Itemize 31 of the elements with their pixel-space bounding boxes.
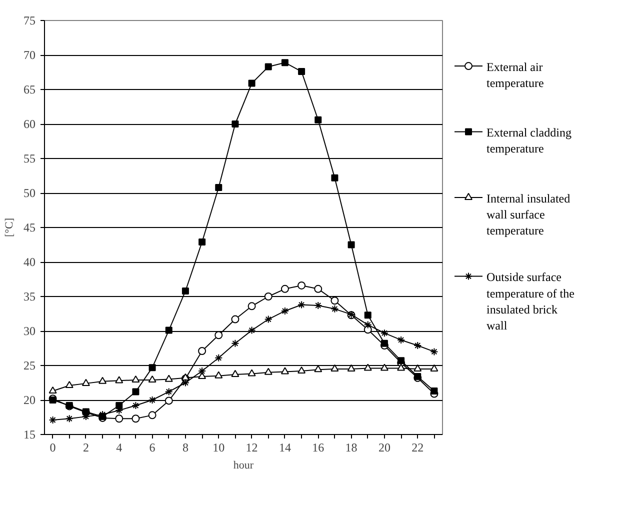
y-tick-label: 15: [24, 428, 36, 442]
x-tick-label: 22: [412, 440, 424, 454]
y-tick-label: 50: [24, 186, 36, 200]
x-tick-label: 18: [345, 440, 358, 454]
y-tick-label: 25: [24, 358, 36, 372]
y-tick-label: 20: [24, 393, 36, 407]
y-tick-label: 55: [24, 152, 36, 166]
y-tick-label: 30: [24, 324, 36, 338]
y-tick-label: 75: [24, 14, 36, 28]
legend-label: External cladding temperature: [486, 126, 572, 156]
y-tick-label: 60: [24, 117, 36, 131]
x-tick-label: 8: [182, 440, 188, 454]
y-axis-title: [°C]: [4, 218, 16, 238]
y-tick-label: 45: [24, 220, 36, 234]
x-tick-label: 6: [149, 440, 156, 454]
legend-label: Internal insulated wall surface temperature: [486, 191, 570, 238]
y-tick-label: 65: [24, 82, 36, 96]
y-tick-label: 70: [24, 48, 36, 62]
y-tick-label: 40: [24, 255, 36, 269]
x-tick-label: 16: [312, 440, 324, 454]
x-tick-label: 20: [378, 440, 390, 454]
x-tick-label: 4: [116, 440, 122, 454]
x-axis-title: hour: [233, 460, 254, 472]
x-tick-label: 0: [50, 440, 56, 454]
y-tick-label: 35: [24, 290, 36, 304]
legend-label: Outside surface temperature of the insulated brick wall: [486, 270, 574, 332]
x-tick-label: 2: [82, 440, 89, 454]
x-tick-label: 14: [278, 440, 291, 454]
x-tick-label: 12: [246, 440, 258, 454]
legend-label: External air temperature: [486, 60, 544, 90]
x-tick-label: 10: [212, 440, 225, 454]
